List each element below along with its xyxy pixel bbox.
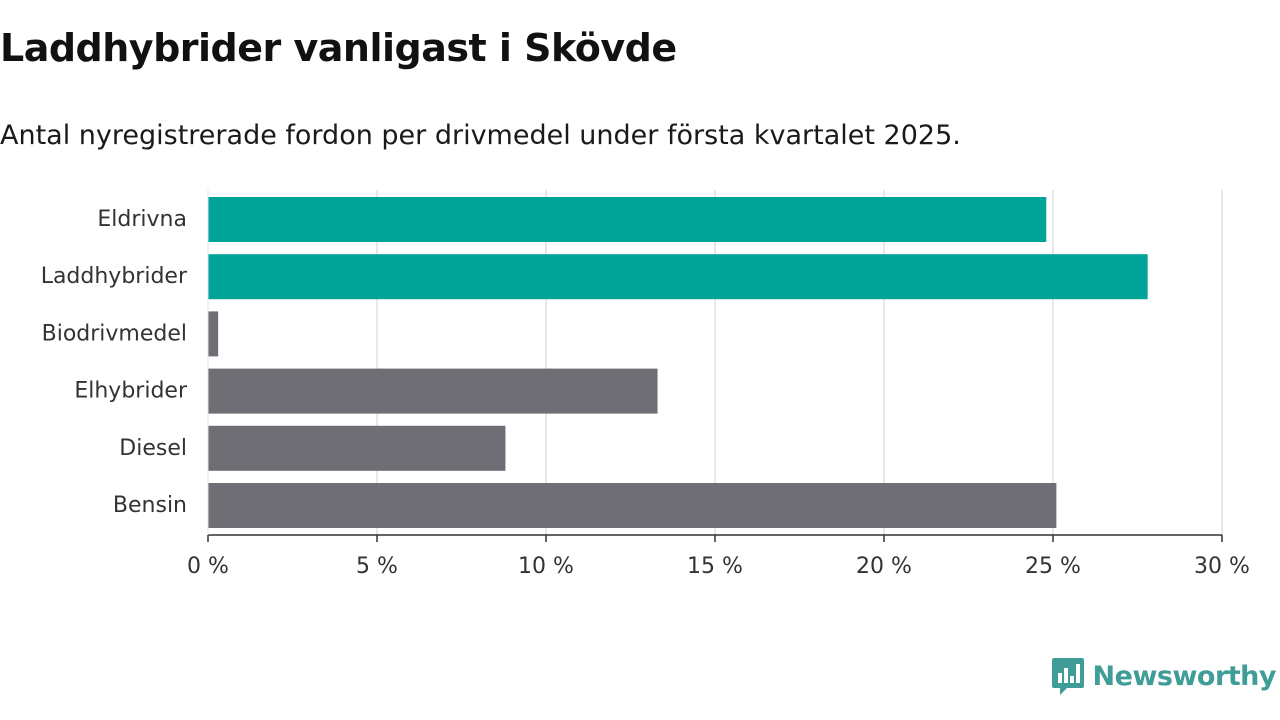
x-tick-label: 5 % bbox=[356, 554, 398, 579]
x-tick-label: 30 % bbox=[1194, 554, 1250, 579]
brand-name: Newsworthy bbox=[1092, 660, 1277, 692]
bar bbox=[208, 425, 506, 471]
bar bbox=[208, 483, 1057, 528]
x-tick-label: 25 % bbox=[1025, 554, 1081, 579]
chart-title: Laddhybrider vanligast i Skövde bbox=[0, 26, 677, 70]
x-tick-label: 10 % bbox=[518, 554, 574, 579]
category-label: Eldrivna bbox=[97, 207, 187, 232]
category-label: Elhybrider bbox=[74, 379, 188, 404]
bar bbox=[208, 311, 219, 357]
x-tick-label: 0 % bbox=[187, 554, 229, 579]
bar bbox=[208, 254, 1148, 300]
chart-subtitle: Antal nyregistrerade fordon per drivmede… bbox=[0, 120, 961, 151]
category-label: Diesel bbox=[119, 436, 187, 461]
newsworthy-logo: Newsworthy bbox=[1051, 656, 1277, 696]
bar-chart: Eldrivna Laddhybrider Biodrivmedel Elhybrid… bbox=[41, 190, 1250, 579]
bar-chart-speech-bubble-icon bbox=[1051, 658, 1084, 695]
x-tick-label: 15 % bbox=[687, 554, 743, 579]
category-label: Laddhybrider bbox=[41, 264, 188, 289]
x-tick-label: 20 % bbox=[856, 554, 912, 579]
bar bbox=[208, 368, 658, 414]
bar bbox=[208, 197, 1047, 242]
category-label: Biodrivmedel bbox=[42, 321, 187, 346]
category-label: Bensin bbox=[113, 493, 187, 518]
